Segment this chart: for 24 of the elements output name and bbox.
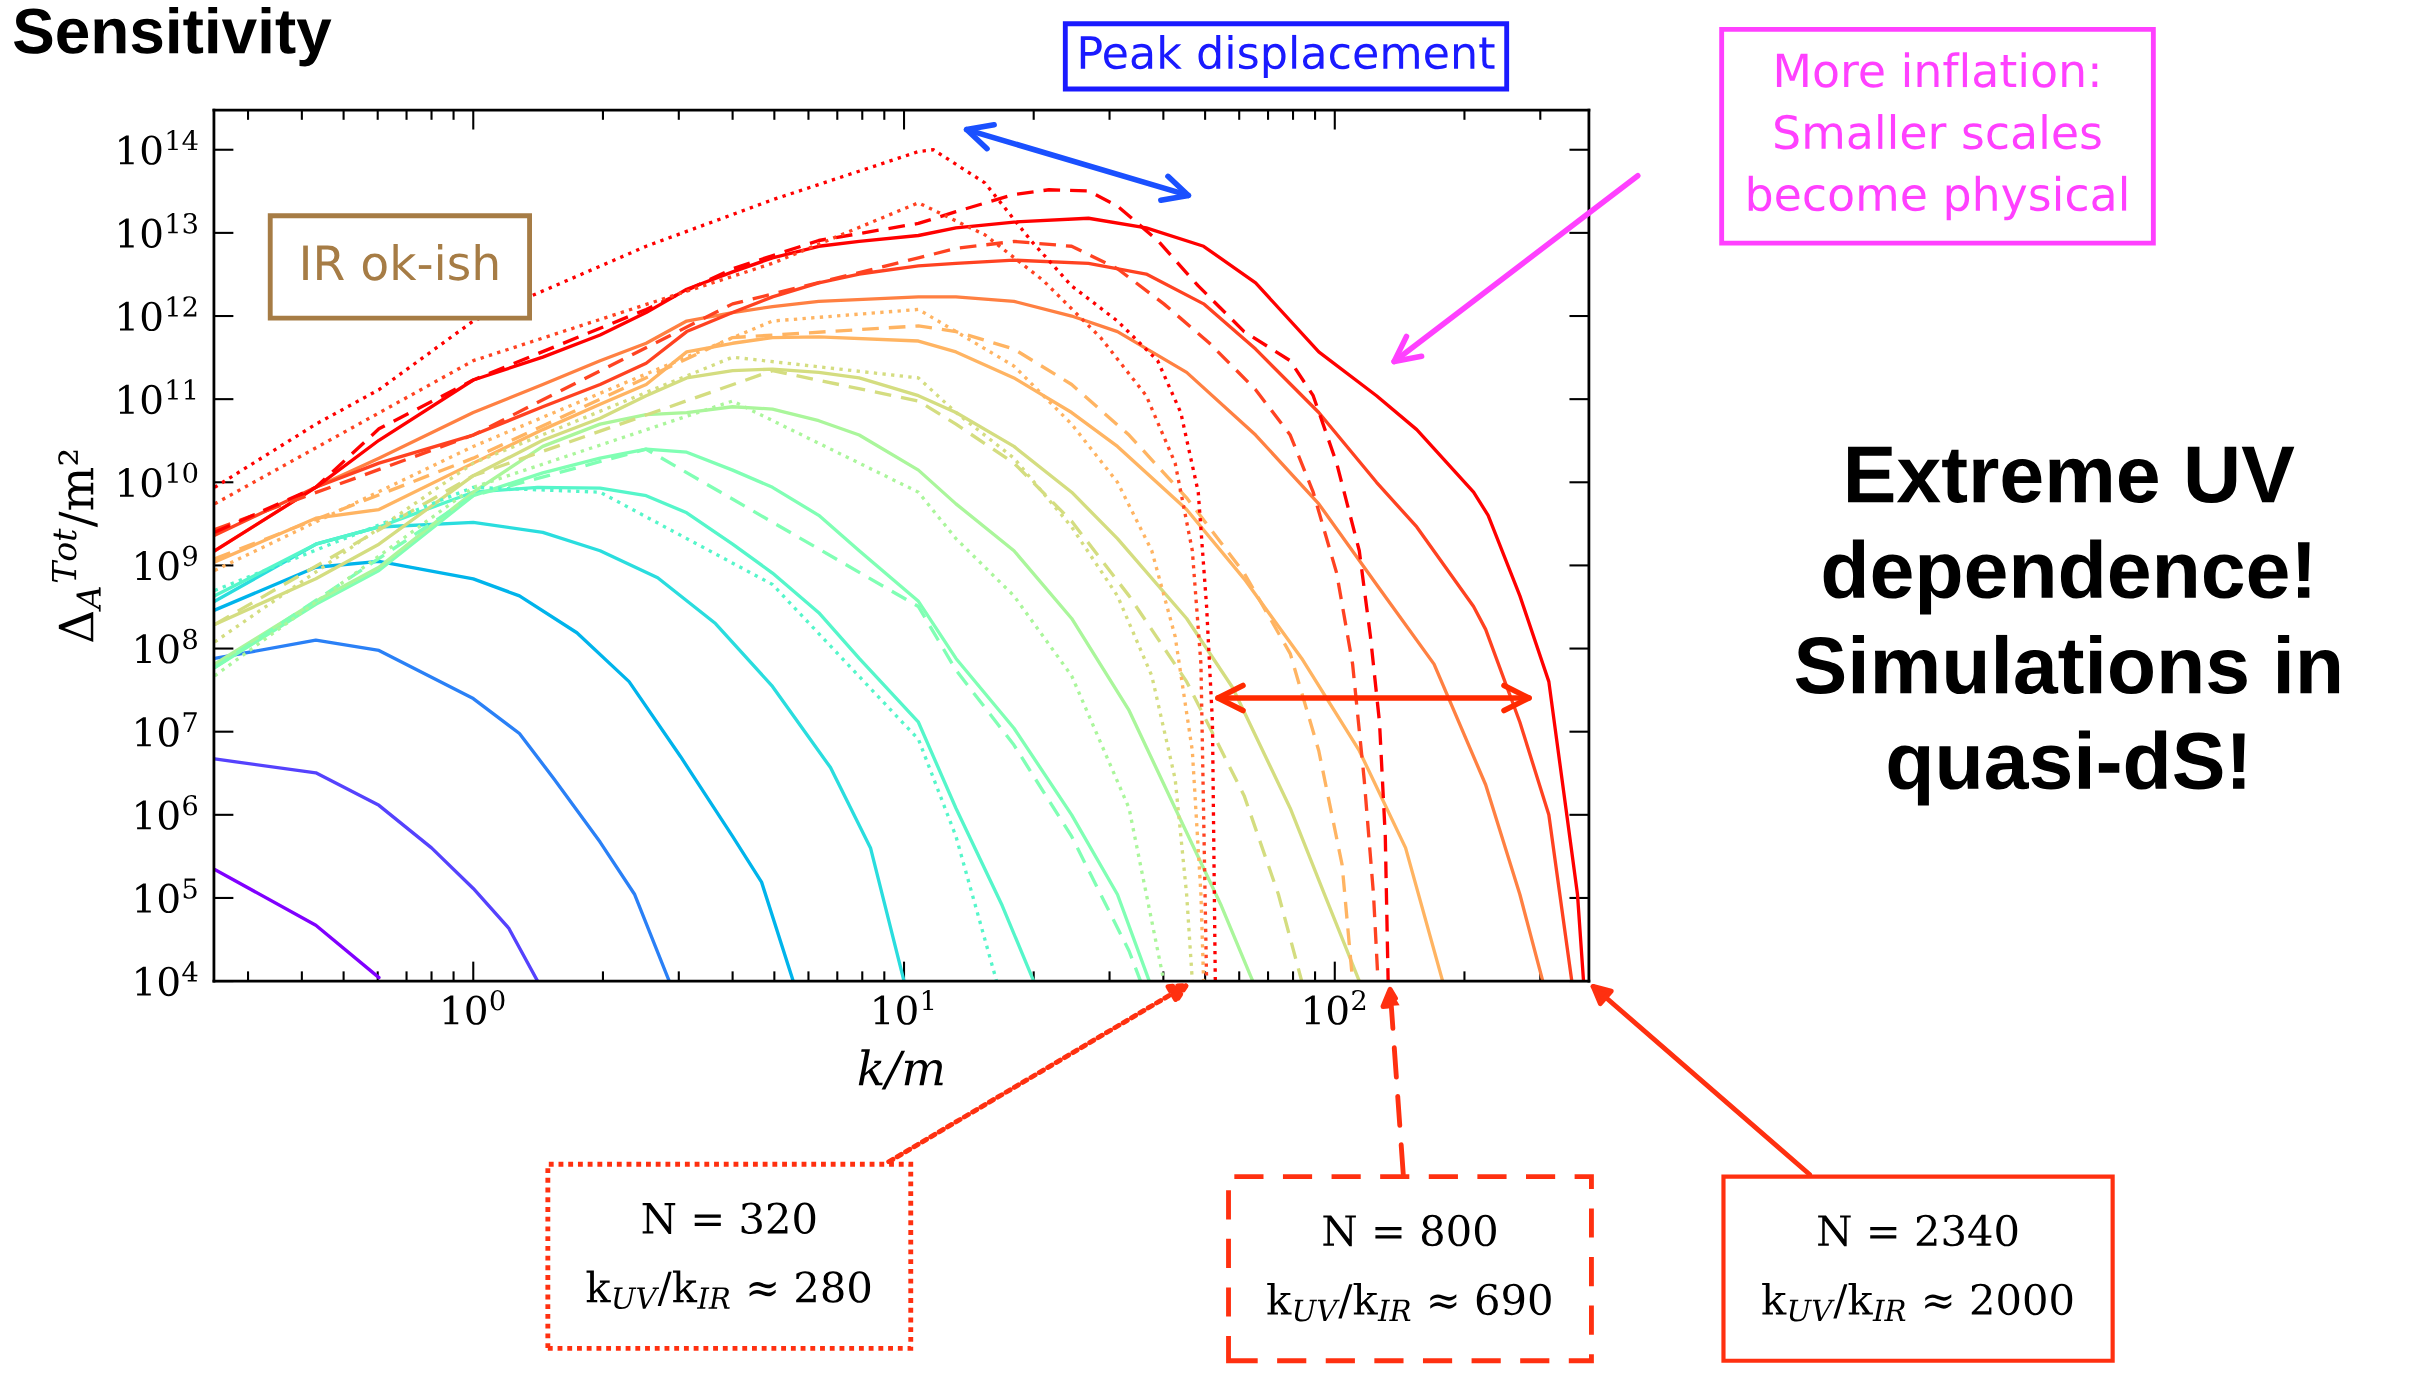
y-tick-label: 10$^{6}$ bbox=[136, 794, 198, 830]
text: Peak displacement bbox=[1080, 34, 1495, 78]
x-tick-label: 10$^{2}$ bbox=[1305, 989, 1366, 1025]
annotation: N = 800 k$_{UV}$/k$_{IR}$ ≈ 690 bbox=[1267, 1214, 1551, 1322]
y-tick-label: 10$^{7}$ bbox=[136, 712, 197, 747]
annotation: N = 320 k$_{UV}$/k$_{IR}$ ≈ 280 bbox=[586, 1202, 871, 1310]
y-tick-label: 10$^{8}$ bbox=[136, 628, 197, 664]
y-tick-label: 10$^{14}$ bbox=[119, 129, 198, 165]
annotation: IR ok-ish bbox=[303, 244, 498, 281]
y-tick-label: 10$^{4}$ bbox=[136, 961, 198, 997]
chart-title: Sensitivity bbox=[13, 6, 332, 67]
y-tick-label: 10$^{11}$ bbox=[119, 379, 196, 415]
y-tick-label: 10$^{5}$ bbox=[136, 878, 197, 914]
text: More inflation: Smaller scales become physical bbox=[1748, 52, 2127, 221]
text: Extreme UV dependence! Simulations in quasi-dS! bbox=[1795, 446, 2340, 806]
y-tick-label: 10$^{13}$ bbox=[119, 213, 197, 248]
x-tick-label: 10$^{0}$ bbox=[443, 989, 505, 1025]
x-axis-title: k/m bbox=[858, 1049, 943, 1090]
y-tick-label: 10$^{9}$ bbox=[136, 545, 197, 581]
annotation: N = 2340 k$_{UV}$/k$_{IR}$ ≈ 2000 bbox=[1762, 1214, 2073, 1322]
x-tick-label: 10$^{1}$ bbox=[874, 989, 934, 1025]
y-axis-title: Δ$_{A}$$^{Tot}$/m² bbox=[52, 450, 101, 643]
y-tick-label: 10$^{12}$ bbox=[119, 296, 197, 332]
y-tick-label: 10$^{10}$ bbox=[119, 462, 198, 498]
